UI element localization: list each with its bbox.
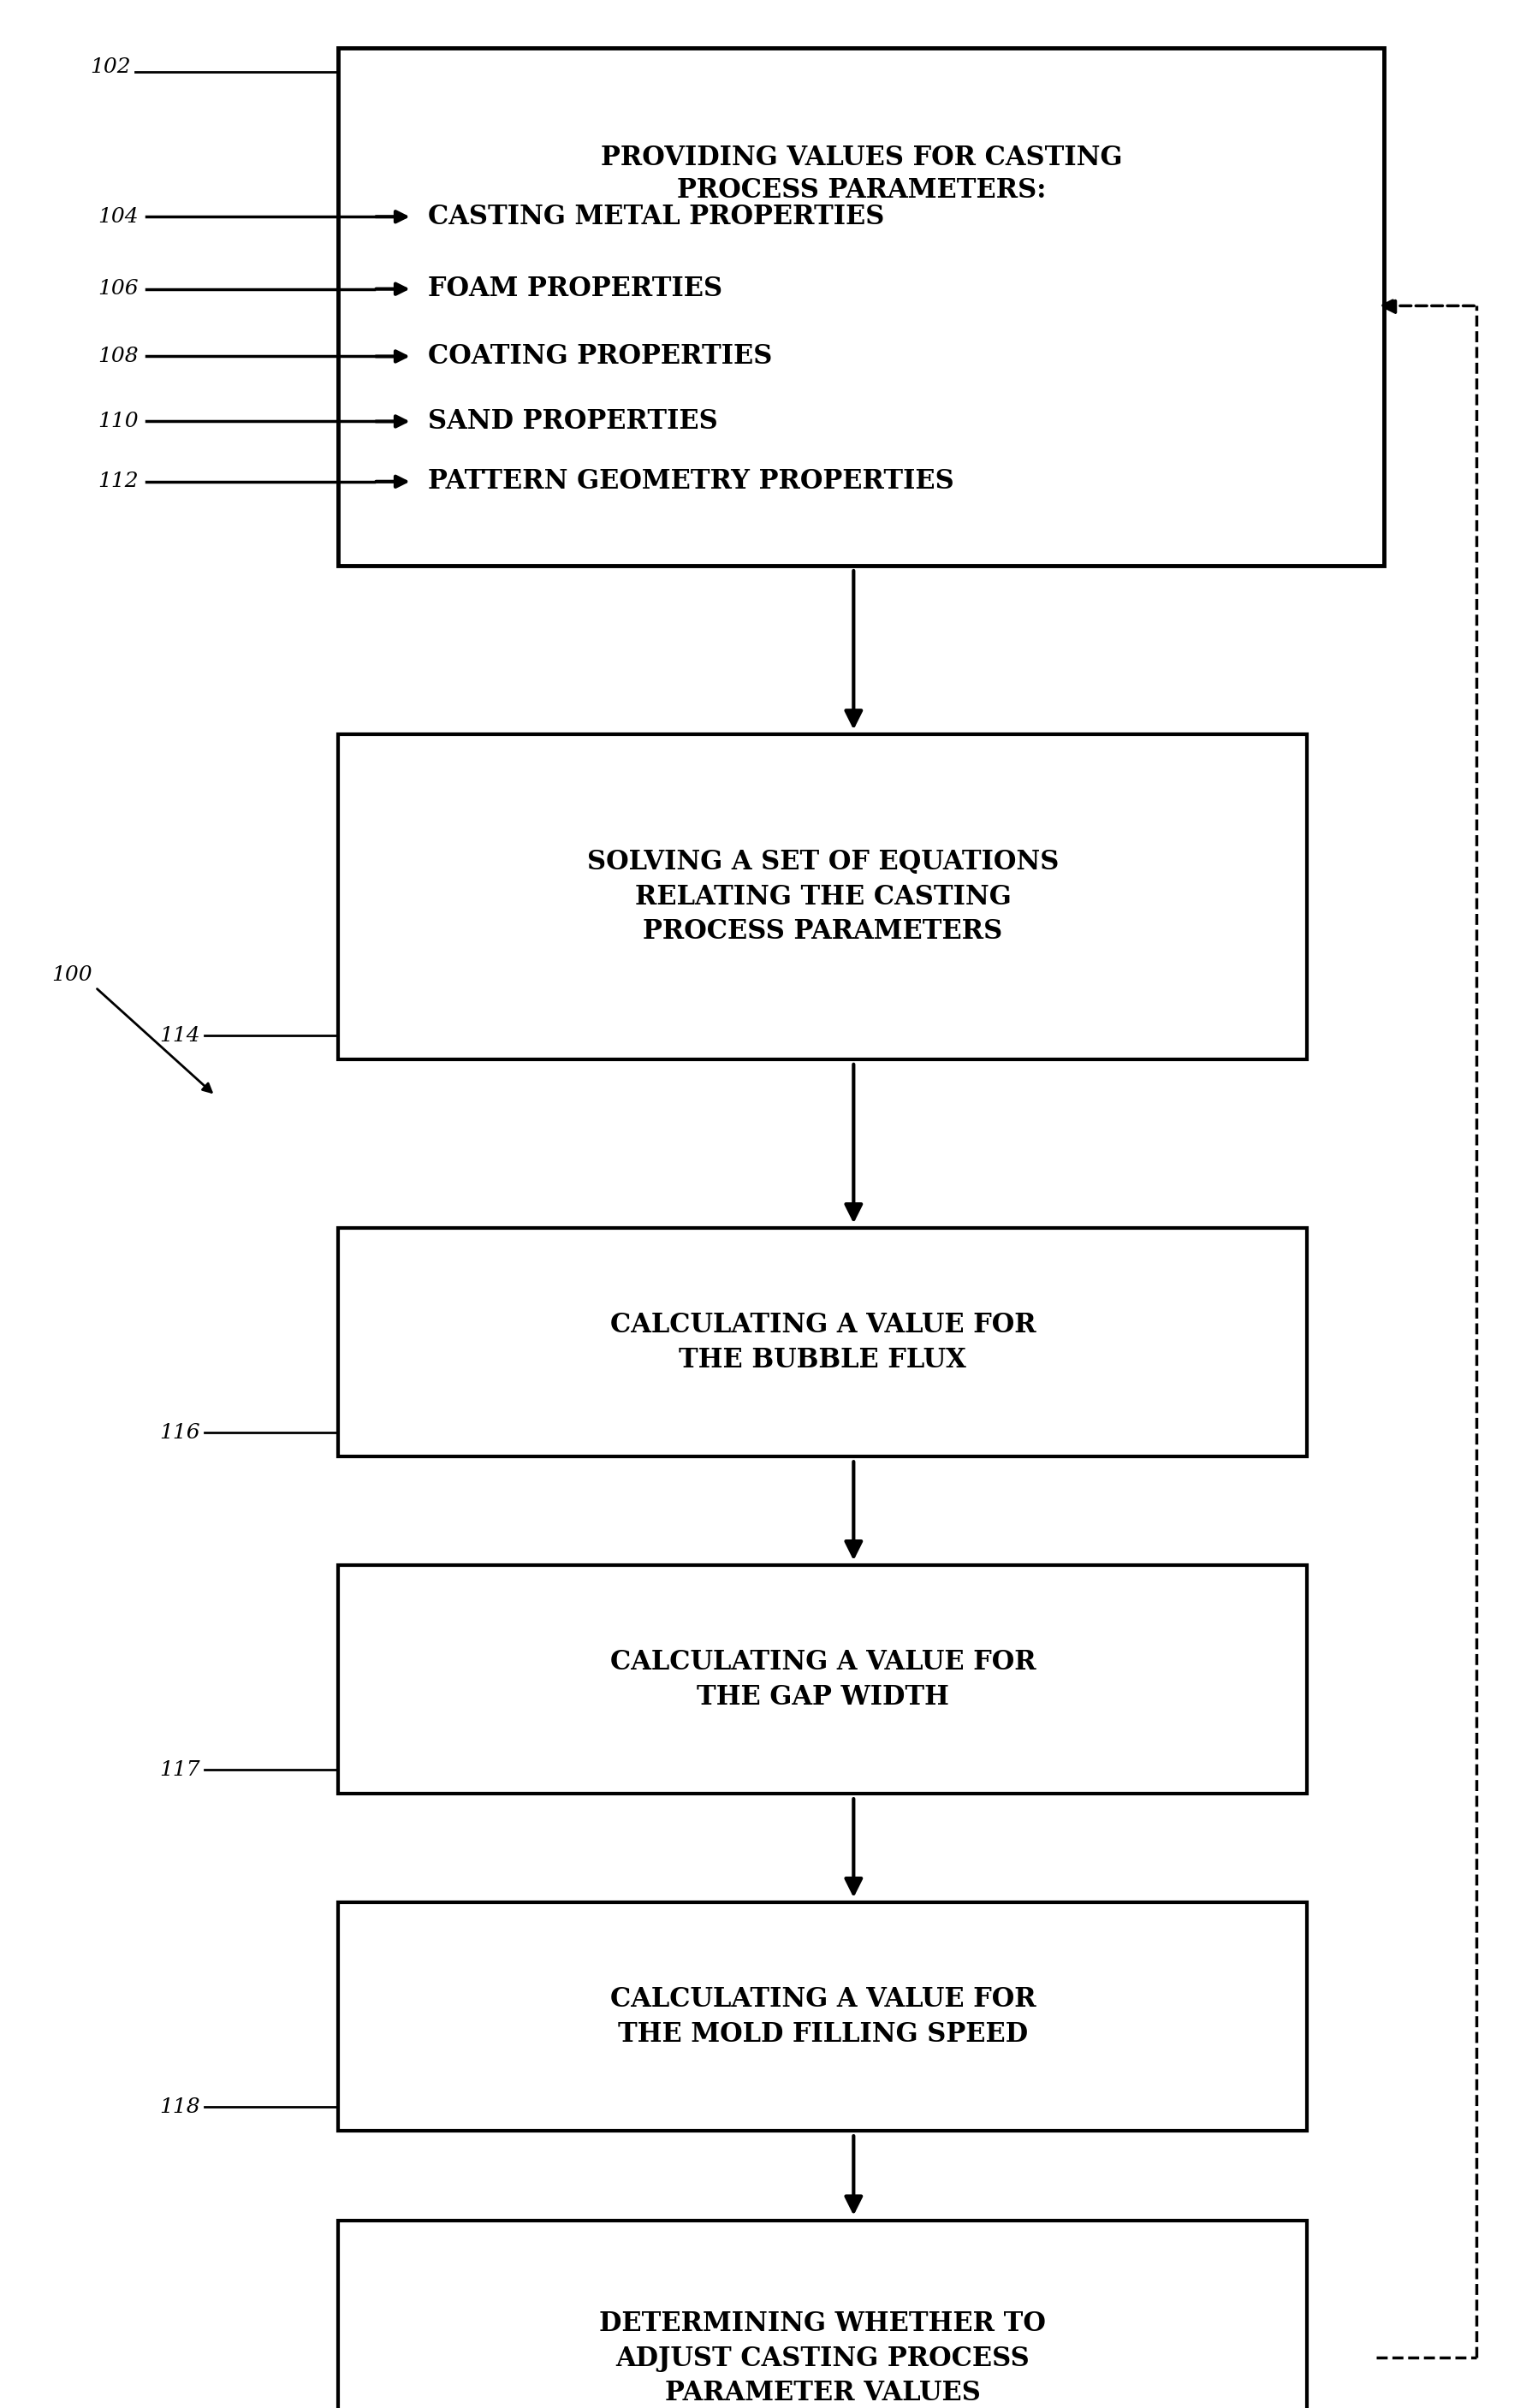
Bar <box>338 48 1384 566</box>
Text: 114: 114 <box>158 1026 200 1045</box>
Text: 104: 104 <box>97 207 138 226</box>
Text: DETERMINING WHETHER TO
ADJUST CASTING PROCESS
PARAMETER VALUES: DETERMINING WHETHER TO ADJUST CASTING PR… <box>600 2312 1046 2406</box>
Text: 116: 116 <box>158 1423 200 1442</box>
Text: CASTING METAL PROPERTIES: CASTING METAL PROPERTIES <box>428 202 884 231</box>
Text: 118: 118 <box>158 2097 200 2117</box>
Text: 102: 102 <box>89 58 131 77</box>
Text: COATING PROPERTIES: COATING PROPERTIES <box>428 342 772 371</box>
Bar <box>338 1565 1307 1794</box>
Text: CALCULATING A VALUE FOR
THE BUBBLE FLUX: CALCULATING A VALUE FOR THE BUBBLE FLUX <box>611 1312 1035 1373</box>
Text: 100: 100 <box>51 966 92 985</box>
Text: 108: 108 <box>97 347 138 366</box>
Text: PATTERN GEOMETRY PROPERTIES: PATTERN GEOMETRY PROPERTIES <box>428 467 954 496</box>
Text: 117: 117 <box>158 1760 200 1780</box>
Bar <box>338 2220 1307 2408</box>
Text: CALCULATING A VALUE FOR
THE GAP WIDTH: CALCULATING A VALUE FOR THE GAP WIDTH <box>611 1649 1035 1710</box>
Text: FOAM PROPERTIES: FOAM PROPERTIES <box>428 275 721 303</box>
Text: CALCULATING A VALUE FOR
THE MOLD FILLING SPEED: CALCULATING A VALUE FOR THE MOLD FILLING… <box>611 1987 1035 2047</box>
Bar <box>338 734 1307 1060</box>
Bar <box>338 1228 1307 1457</box>
Text: 110: 110 <box>97 412 138 431</box>
Text: 112: 112 <box>97 472 138 491</box>
Text: SOLVING A SET OF EQUATIONS
RELATING THE CASTING
PROCESS PARAMETERS: SOLVING A SET OF EQUATIONS RELATING THE … <box>588 850 1058 944</box>
Text: 106: 106 <box>97 279 138 299</box>
Text: SAND PROPERTIES: SAND PROPERTIES <box>428 407 718 436</box>
Text: PROVIDING VALUES FOR CASTING
PROCESS PARAMETERS:: PROVIDING VALUES FOR CASTING PROCESS PAR… <box>600 144 1123 205</box>
Bar <box>338 1902 1307 2131</box>
